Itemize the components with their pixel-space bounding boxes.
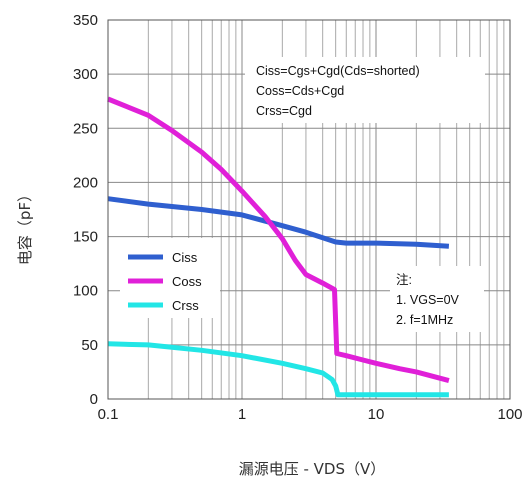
y-tick-label: 100 [73, 283, 98, 300]
formula-ciss: Ciss=Cgs+Cgd(Cds=shorted) [256, 64, 420, 78]
y-tick-label: 200 [73, 174, 98, 191]
series-line-coss [107, 96, 450, 384]
note-freq: 2. f=1MHz [396, 313, 453, 327]
notes-box [390, 266, 484, 332]
series-line-crss [107, 341, 449, 398]
y-axis-title: 电容（pF） [16, 187, 34, 265]
y-tick-label: 150 [73, 229, 98, 246]
legend-label-coss: Coss [172, 274, 202, 289]
y-tick-label: 350 [73, 12, 98, 29]
formula-crss: Crss=Cgd [256, 104, 312, 118]
x-tick-label: 1 [238, 406, 246, 423]
note-vgs: 1. VGS=0V [396, 293, 460, 307]
formula-box [245, 57, 485, 123]
legend-label-crss: Crss [172, 298, 199, 313]
x-tick-label: 0.1 [98, 406, 119, 423]
y-tick-label: 50 [81, 337, 98, 354]
y-tick-label: 250 [73, 120, 98, 137]
notes-title: 注: [396, 272, 412, 287]
formula-coss: Coss=Cds+Cgd [256, 84, 344, 98]
legend-label-ciss: Ciss [172, 250, 198, 265]
series-line-ciss [107, 196, 450, 249]
x-tick-label: 100 [497, 406, 522, 423]
legend: Ciss Coss Crss [120, 238, 220, 318]
x-tick-label: 10 [368, 406, 385, 423]
tick-labels: 0.1 1 10 100 0 50 100 150 200 250 300 350 [73, 12, 523, 423]
y-tick-label: 0 [90, 391, 98, 408]
plot-frame [107, 19, 511, 400]
y-tick-label: 300 [73, 66, 98, 83]
x-axis-title: 漏源电压 - VDS（V） [239, 460, 386, 478]
series-layer [107, 96, 450, 398]
